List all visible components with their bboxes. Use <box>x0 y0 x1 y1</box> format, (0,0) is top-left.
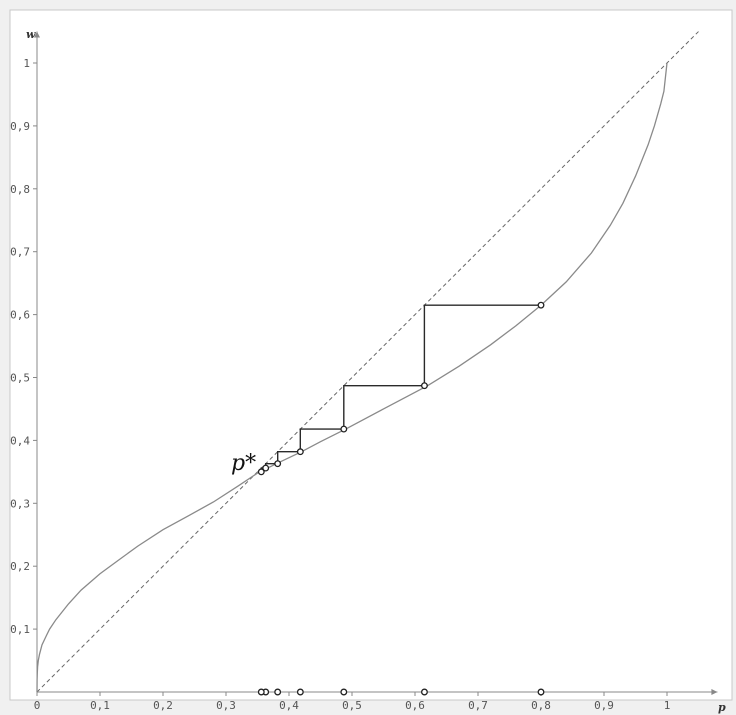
y-tick-label: 0,2 <box>10 560 30 573</box>
y-tick-label: 0,8 <box>10 183 30 196</box>
x-tick-label: 0,2 <box>153 699 173 712</box>
axis-point <box>257 688 265 696</box>
axis-point <box>296 688 304 696</box>
x-tick-label: 0,7 <box>468 699 488 712</box>
x-tick-label: 0,8 <box>531 699 551 712</box>
y-tick-label: 0,6 <box>10 309 30 322</box>
iterate-point <box>421 382 428 390</box>
iterate-point <box>274 460 282 468</box>
fixed-point-annotation: p* <box>231 451 256 476</box>
y-tick-label: 0,5 <box>10 372 30 385</box>
y-tick-label: 0,1 <box>10 623 30 636</box>
iterate-point <box>537 301 545 309</box>
x-axis-arrow <box>711 689 718 695</box>
y-tick-label: 0,7 <box>10 246 30 259</box>
ticks: 0 0,1 0,2 0,3 0,4 0,5 0,6 0,7 0,8 0,9 1 0,1 0,2 0,3 0,… <box>10 57 670 712</box>
iterate-point <box>262 464 270 472</box>
y-tick-label: 0,4 <box>10 434 30 447</box>
iterate-point <box>257 468 265 476</box>
axis-point <box>537 688 545 696</box>
x-axis-label: p <box>718 701 726 714</box>
axis-point <box>340 688 348 696</box>
axis-point <box>274 688 282 696</box>
y-axis-arrow <box>34 31 40 38</box>
y-tick-label: 0,3 <box>10 497 30 510</box>
axis-point <box>421 688 428 696</box>
x-tick-label: 0 <box>34 699 41 712</box>
x-tick-label: 0,9 <box>594 699 614 712</box>
iterate-point <box>296 448 304 456</box>
x-tick-label: 0,1 <box>90 699 110 712</box>
x-tick-label: 0,5 <box>342 699 362 712</box>
iterate-point <box>340 425 348 433</box>
x-tick-label: 0,3 <box>216 699 236 712</box>
x-tick-label: 1 <box>664 699 671 712</box>
x-tick-label: 0,4 <box>279 699 299 712</box>
plot-area <box>9 9 733 701</box>
markers <box>257 301 545 696</box>
diagonal-line <box>36 31 699 693</box>
y-axis-label: w <box>26 28 36 41</box>
y-tick-label: 1 <box>23 57 30 70</box>
y-tick-label: 0,9 <box>10 120 30 133</box>
x-tick-label: 0,6 <box>405 699 425 712</box>
